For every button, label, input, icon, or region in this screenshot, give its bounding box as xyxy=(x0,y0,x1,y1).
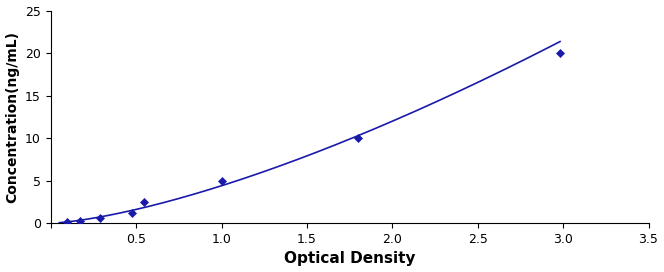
X-axis label: Optical Density: Optical Density xyxy=(284,251,416,267)
Y-axis label: Concentration(ng/mL): Concentration(ng/mL) xyxy=(5,31,19,203)
